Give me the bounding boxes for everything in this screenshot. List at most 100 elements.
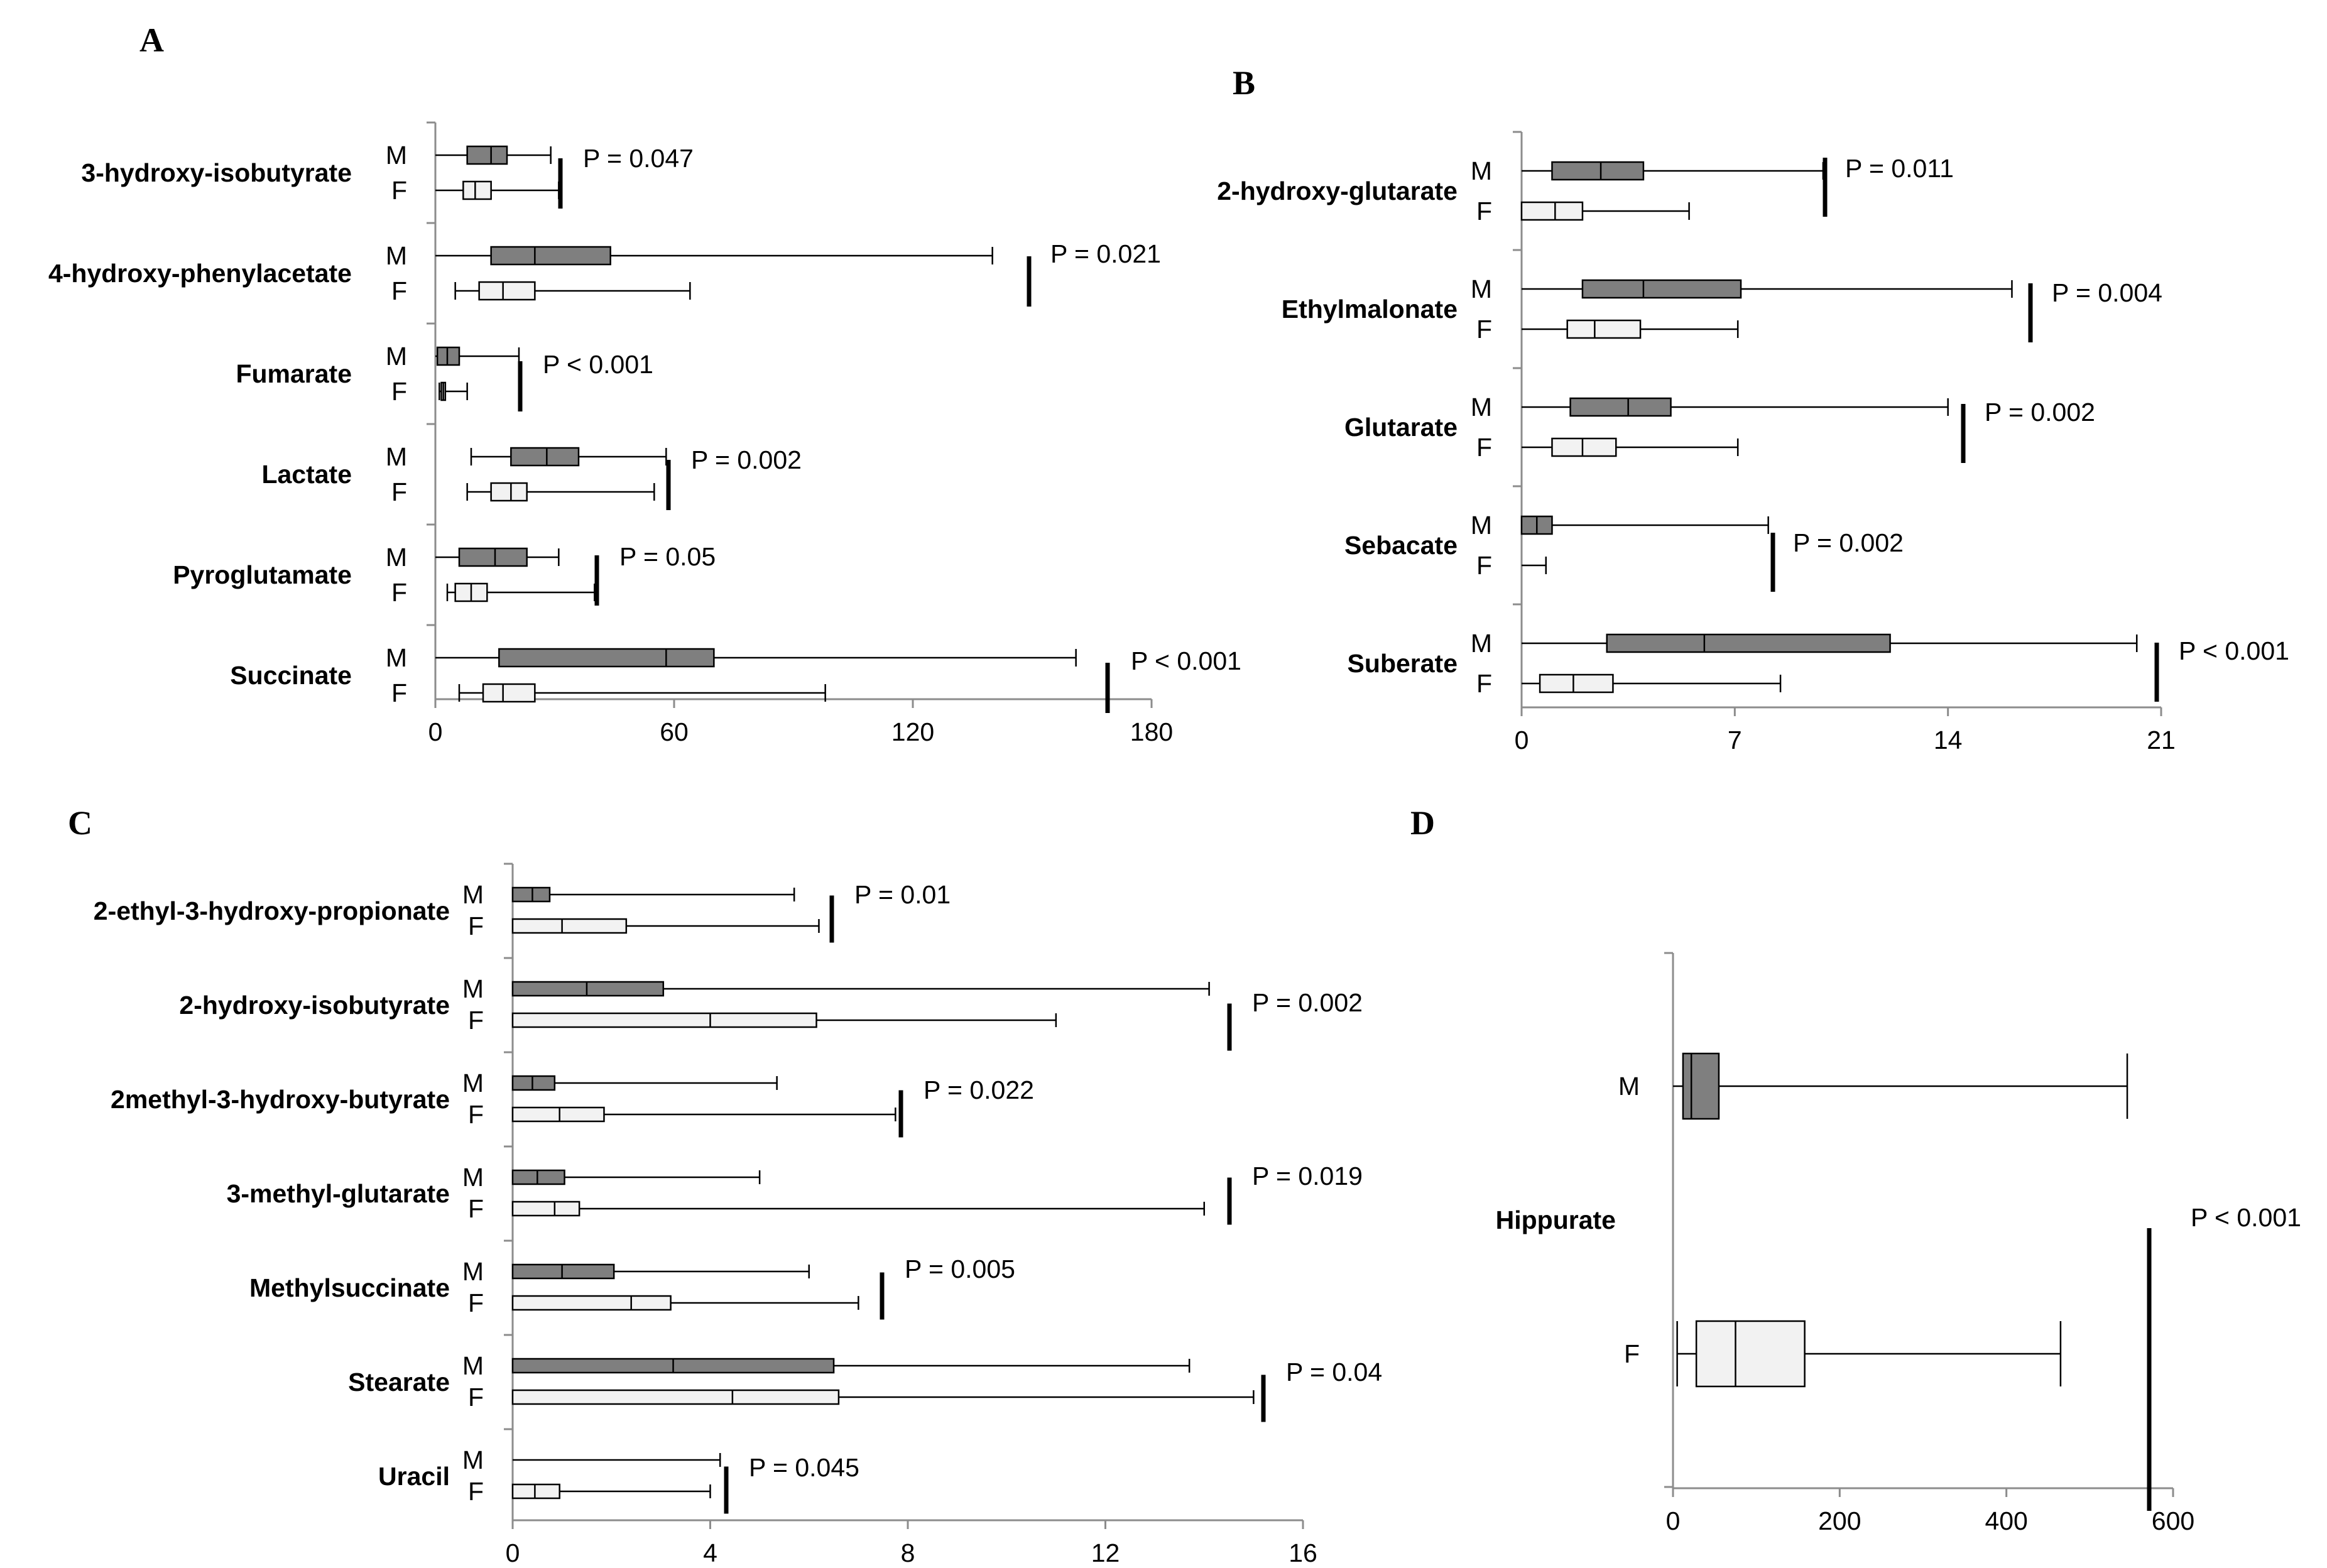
x-tick-label: 21 — [2147, 726, 2176, 754]
row-lactate: Lactate MF P = 0.002 — [261, 442, 802, 510]
male-group-label: M — [462, 1163, 484, 1192]
female-group-label: F — [1476, 669, 1492, 698]
male-iqr-box — [1682, 1052, 1720, 1120]
x-tick-label: 0 — [1666, 1506, 1681, 1535]
female-iqr-box — [478, 281, 536, 301]
metabolite-label: Glutarate — [1344, 413, 1458, 442]
female-iqr-box — [511, 1389, 840, 1405]
metabolite-label: Stearate — [348, 1368, 450, 1396]
x-tick-label: 14 — [1934, 726, 1963, 754]
x-tick-label: 0 — [428, 717, 443, 746]
male-iqr-box — [511, 1169, 565, 1185]
p-value-label: P = 0.021 — [1050, 239, 1161, 268]
row-glutarate: Glutarate MF P = 0.002 — [1344, 393, 2095, 463]
metabolite-label: 2methyl-3-hydroxy-butyrate — [111, 1085, 450, 1114]
female-group-label: F — [1476, 315, 1492, 344]
female-group-label: F — [468, 912, 484, 940]
male-group-label: M — [462, 974, 484, 1003]
x-tick-label: 8 — [901, 1538, 915, 1567]
p-value-label: P = 0.05 — [619, 542, 716, 571]
metabolite-label: Fumarate — [236, 359, 352, 388]
female-iqr-box — [1551, 437, 1617, 457]
row-3-methyl-glutarate: 3-methyl-glutarate MF P = 0.019 — [227, 1162, 1363, 1225]
male-group-label: M — [386, 643, 407, 672]
female-group-label: F — [391, 678, 407, 707]
male-iqr-box — [1569, 397, 1672, 417]
metabolite-label: 3-methyl-glutarate — [227, 1179, 450, 1208]
row-2-hydroxy-glutarate: 2-hydroxy-glutarate MF P = 0.011 — [1217, 154, 1954, 226]
male-group-label: M — [462, 1257, 484, 1286]
female-group-label: F — [468, 1383, 484, 1412]
female-iqr-box — [511, 1200, 580, 1217]
panel-label-b: B — [1233, 64, 1255, 102]
metabolite-label: 2-hydroxy-glutarate — [1217, 177, 1458, 205]
row-uracil: Uracil MF P = 0.045 — [378, 1446, 859, 1514]
row-2methyl-3-hydroxy-butyrate: 2methyl-3-hydroxy-butyrate MF P = 0.022 — [111, 1069, 1034, 1138]
row-sebacate: Sebacate MF P = 0.002 — [1344, 511, 1904, 592]
metabolite-label: 3-hydroxy-isobutyrate — [81, 158, 352, 187]
metabolite-label: Succinate — [230, 661, 352, 690]
p-value-label: P = 0.019 — [1252, 1162, 1363, 1190]
female-iqr-box — [511, 1483, 560, 1500]
female-group-label: F — [1476, 197, 1492, 226]
p-value-label: P = 0.002 — [1985, 398, 2095, 427]
row-4-hydroxy-phenylacetate: 4-hydroxy-phenylacetate MF P = 0.021 — [48, 239, 1161, 307]
metabolite-label: Lactate — [261, 460, 352, 489]
panel-label-c: C — [68, 804, 92, 842]
row-ethylmalonate: Ethylmalonate MF P = 0.004 — [1282, 275, 2162, 344]
male-iqr-box — [511, 981, 665, 997]
female-group-label: F — [468, 1100, 484, 1129]
p-value-label: P = 0.01 — [854, 880, 951, 909]
male-iqr-box — [1551, 161, 1645, 181]
row-2-hydroxy-isobutyrate: 2-hydroxy-isobutyrate MF P = 0.002 — [179, 974, 1363, 1051]
female-group-label: F — [468, 1006, 484, 1035]
p-value-label: P = 0.002 — [1252, 988, 1363, 1017]
x-tick-label: 7 — [1728, 726, 1742, 754]
metabolite-label: 4-hydroxy-phenylacetate — [48, 259, 352, 288]
female-iqr-box — [511, 918, 628, 934]
female-iqr-box — [462, 180, 492, 200]
x-tick-label: 60 — [660, 717, 689, 746]
x-tick-label: 12 — [1091, 1538, 1120, 1567]
female-group-label: F — [391, 176, 407, 205]
male-iqr-box — [436, 346, 460, 366]
male-iqr-box — [498, 648, 715, 668]
row-pyroglutamate: Pyroglutamate MF P = 0.05 — [173, 542, 716, 607]
row-methylsuccinate: Methylsuccinate MF P = 0.005 — [249, 1255, 1015, 1320]
p-value-label: P = 0.004 — [2052, 278, 2162, 307]
female-group-label: F — [1476, 551, 1492, 580]
p-value-label: P < 0.001 — [543, 350, 653, 379]
male-iqr-box — [1606, 633, 1891, 653]
male-group-label: M — [1471, 393, 1492, 422]
male-iqr-box — [511, 1263, 615, 1280]
male-group-label: M — [462, 1351, 484, 1380]
row-suberate: Suberate MF P < 0.001 — [1348, 629, 2289, 702]
row-2-ethyl-3-hydroxy-propionate: 2-ethyl-3-hydroxy-propionate MF P = 0.01 — [94, 880, 951, 943]
female-group-label: F — [391, 578, 407, 607]
metabolite-label: Uracil — [378, 1462, 450, 1491]
metabolite-label: Pyroglutamate — [173, 560, 352, 589]
female-group-label: F — [468, 1288, 484, 1317]
female-group-label: F — [391, 377, 407, 406]
male-group-label: M — [386, 141, 407, 170]
male-iqr-box — [490, 246, 611, 266]
female-iqr-box — [1695, 1320, 1806, 1388]
x-tick-label: 120 — [891, 717, 934, 746]
panel-label-a: A — [139, 21, 164, 59]
panel-label-d: D — [1410, 804, 1435, 842]
metabolite-label: 2-hydroxy-isobutyrate — [179, 991, 450, 1020]
row-hippurate: Hippurate M F P < 0.001 — [1496, 1052, 2301, 1511]
male-group-label: M — [1618, 1072, 1640, 1101]
row-stearate: Stearate MF P = 0.04 — [348, 1351, 1382, 1422]
male-iqr-box — [1581, 279, 1742, 299]
row-fumarate: Fumarate MF P < 0.001 — [236, 342, 653, 411]
x-tick-label: 0 — [1515, 726, 1529, 754]
metabolite-label: 2-ethyl-3-hydroxy-propionate — [94, 896, 450, 925]
male-group-label: M — [462, 1446, 484, 1474]
female-iqr-box — [1566, 319, 1642, 339]
